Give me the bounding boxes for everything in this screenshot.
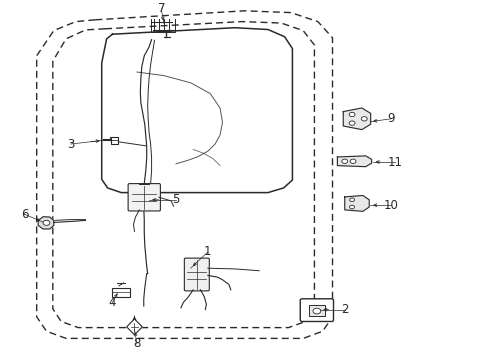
FancyBboxPatch shape (184, 258, 209, 291)
FancyBboxPatch shape (300, 299, 333, 321)
Text: 7: 7 (157, 3, 165, 15)
Text: 4: 4 (108, 296, 116, 309)
Bar (112, 288, 130, 297)
Polygon shape (344, 195, 368, 211)
Circle shape (312, 308, 320, 314)
Text: 5: 5 (172, 193, 180, 206)
Polygon shape (38, 217, 54, 229)
Text: 11: 11 (387, 156, 402, 168)
Polygon shape (343, 108, 370, 130)
Circle shape (349, 205, 354, 209)
FancyBboxPatch shape (128, 184, 160, 211)
Text: 2: 2 (340, 303, 348, 316)
Polygon shape (126, 319, 142, 335)
Text: 8: 8 (133, 337, 141, 350)
Bar (308, 305, 324, 316)
Text: 3: 3 (67, 138, 75, 150)
Circle shape (43, 220, 50, 225)
Circle shape (349, 198, 354, 202)
Bar (110, 137, 118, 144)
Text: 6: 6 (20, 208, 28, 221)
Text: 10: 10 (383, 199, 398, 212)
Text: 1: 1 (203, 246, 211, 258)
Circle shape (361, 117, 366, 121)
Circle shape (349, 159, 355, 163)
Circle shape (348, 121, 354, 125)
Circle shape (348, 112, 354, 117)
Circle shape (341, 159, 347, 163)
Polygon shape (337, 156, 371, 167)
Text: 9: 9 (386, 112, 394, 125)
